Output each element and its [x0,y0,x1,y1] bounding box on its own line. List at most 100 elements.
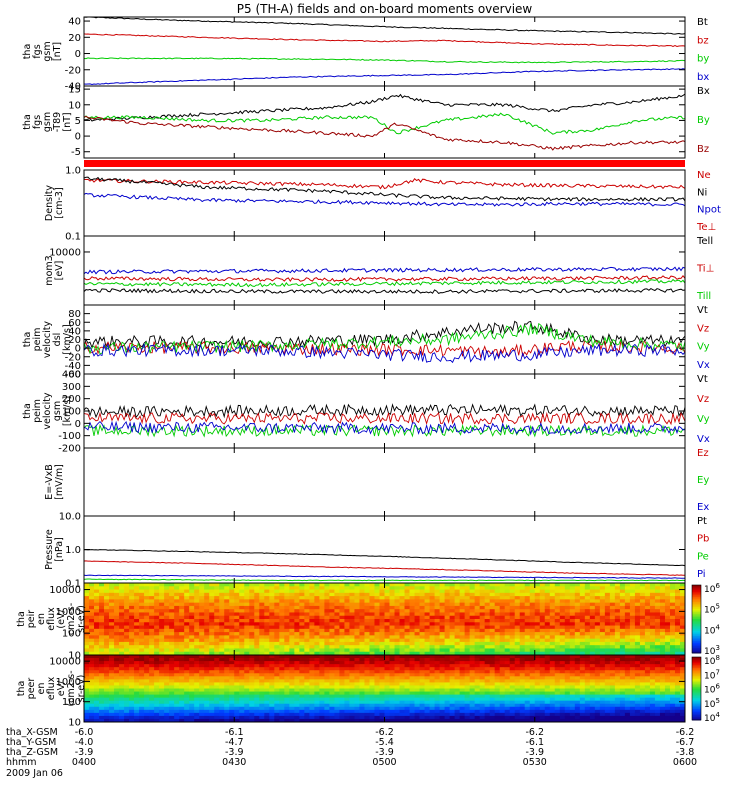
spectrogram-cell [99,700,105,705]
spectrogram-cell [504,673,511,677]
spectrogram-cell [129,612,135,617]
spectrogram-cell [214,628,220,633]
spectrogram-cell [514,700,521,705]
spectrogram-cell [524,635,531,640]
spectrogram-cell [279,609,285,613]
spectrogram-cell [429,632,435,636]
spectrogram-cell [254,596,260,600]
spectrogram-cell [314,638,320,643]
spectrogram-cell [534,602,541,607]
spectrogram-cell [404,602,410,607]
spectrogram-cell [369,625,375,630]
spectrogram-cell [579,635,586,640]
spectrogram-cell [584,619,591,623]
y-tick-label: 10 [68,651,81,662]
y-axis-label: sr-eV) [76,605,87,633]
spectrogram-cell [599,609,606,613]
spectrogram-cell [399,661,405,665]
colorbar-swatch [692,593,701,596]
spectrogram-cell [429,685,435,689]
spectrogram-cell [269,602,275,607]
spectrogram-cell [219,685,225,689]
y-axis-label: gsm [52,401,63,421]
spectrogram-cell [94,715,100,720]
spectrogram-cell [509,661,516,665]
spectrogram-cell [254,694,260,699]
legend-entry: Npot [697,205,721,216]
spectrogram-cell [239,679,245,683]
spectrogram-cell [429,583,435,587]
spectrogram-cell [479,673,486,677]
spectrogram-cell [274,632,280,636]
spectrogram-cell [599,632,606,636]
spectrogram-cell [204,615,210,620]
spectrogram-cell [214,661,220,665]
spectrogram-cell [164,664,170,668]
spectrogram-cell [224,622,230,626]
spectrogram-cell [344,592,350,597]
spectrogram-cell [324,586,330,590]
spectrogram-cell [284,715,290,720]
spectrogram-cell [444,589,451,594]
spectrogram-cell [489,670,496,674]
spectrogram-cell [124,609,130,613]
spectrogram-cell [399,592,405,597]
spectrogram-cell [404,706,410,711]
spectrogram-cell [234,648,240,653]
spectrogram-cell [284,676,290,680]
spectrogram-cell [209,641,215,646]
spectrogram-cell [574,625,581,630]
spectrogram-cell [369,635,375,640]
spectrogram-cell [84,599,90,604]
spectrogram-cell [389,679,395,683]
spectrogram-cell [229,670,235,674]
spectrogram-cell [324,583,330,587]
spectrogram-cell [489,615,496,620]
spectrogram-cell [444,679,451,683]
spectrogram-cell [274,583,280,587]
spectrogram-cell [594,635,601,640]
spectrogram-cell [279,667,285,671]
spectrogram-cell [179,628,185,633]
spectrogram-cell [429,638,435,643]
legend-entry: Vx [697,434,710,445]
spectrogram-cell [209,679,215,683]
spectrogram-cell [369,673,375,677]
spectrogram-cell [419,589,425,594]
spectrogram-cell [499,718,506,723]
spectrogram-cell [104,715,110,720]
spectrogram-cell [219,586,225,590]
spectrogram-cell [619,645,626,649]
spectrogram-cell [104,628,110,633]
spectrogram-cell [564,641,571,646]
spectrogram-cell [99,596,105,600]
spectrogram-cell [339,718,345,723]
spectrogram-cell [484,682,491,686]
spectrogram-cell [524,638,531,643]
spectrogram-cell [304,691,310,695]
spectrogram-cell [384,589,390,594]
spectrogram-cell [179,602,185,607]
spectrogram-cell [629,612,636,617]
spectrogram-cell [169,583,175,587]
spectrogram-cell [274,596,280,600]
spectrogram-cell [89,667,95,671]
spectrogram-cell [494,632,501,636]
spectrogram-cell [479,691,486,695]
spectrogram-cell [99,667,105,671]
spectrogram-cell [204,586,210,590]
spectrogram-cell [674,596,681,600]
spectrogram-cell [329,718,335,723]
spectrogram-cell [499,670,506,674]
spectrogram-cell [249,703,255,708]
spectrogram-cell [169,625,175,630]
spectrogram-cell [339,605,345,610]
spectrogram-cell [259,605,265,610]
spectrogram-cell [244,648,250,653]
spectrogram-cell [309,664,315,668]
spectrogram-cell [589,638,596,643]
spectrogram-cell [389,605,395,610]
spectrogram-cell [364,599,370,604]
spectrogram-cell [289,635,295,640]
spectrogram-cell [314,676,320,680]
